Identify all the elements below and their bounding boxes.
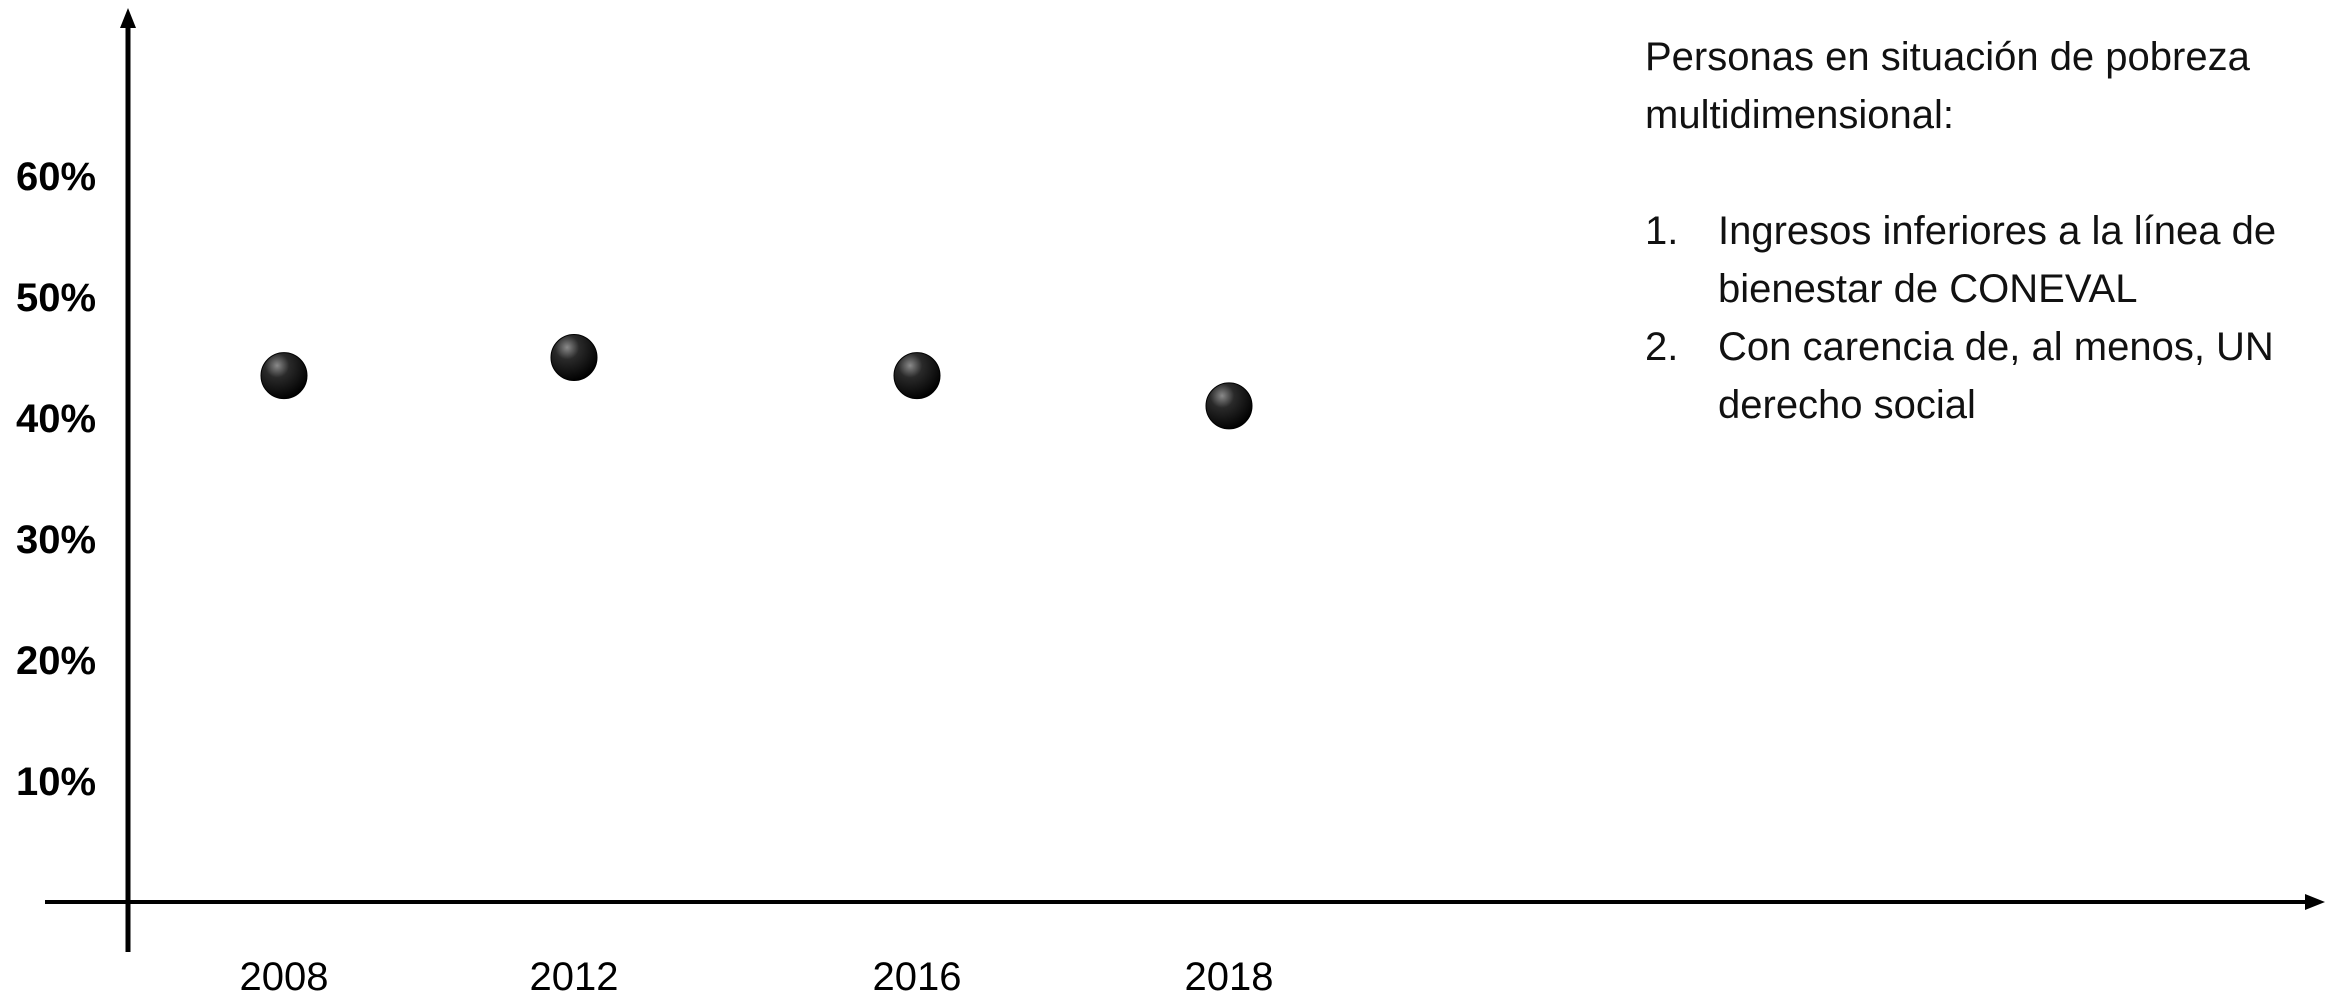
y-tick-label: 20% — [16, 639, 96, 683]
y-tick-label: 40% — [16, 397, 96, 441]
data-points — [260, 334, 1253, 430]
x-tick-label: 2012 — [530, 955, 619, 995]
data-point — [260, 352, 308, 400]
annotation-item-number: 1. — [1645, 209, 1679, 253]
y-axis-arrow — [120, 8, 136, 28]
data-point — [550, 334, 598, 381]
data-point — [1205, 382, 1253, 430]
x-tick-label: 2018 — [1185, 955, 1274, 995]
axes — [45, 8, 2325, 952]
y-tick-label: 50% — [16, 276, 96, 320]
annotation-list: 1. Ingresos inferiores a la línea de bie… — [1645, 202, 2295, 434]
annotation-item-text: Con carencia de, al menos, UN derecho so… — [1718, 325, 2274, 427]
annotation-item-2: 2. Con carencia de, al menos, UN derecho… — [1645, 318, 2295, 434]
y-tick-label: 60% — [16, 155, 96, 199]
y-tick-label: 10% — [16, 760, 96, 804]
annotation-item-1: 1. Ingresos inferiores a la línea de bie… — [1645, 202, 2295, 318]
annotation-heading: Personas en situación de pobreza multidi… — [1645, 35, 2250, 137]
chart-annotation: Personas en situación de pobreza multidi… — [1645, 28, 2295, 434]
x-tick-label: 2016 — [873, 955, 962, 995]
annotation-item-text: Ingresos inferiores a la línea de bienes… — [1718, 209, 2277, 311]
x-tick-label: 2008 — [240, 955, 329, 995]
data-point — [893, 352, 941, 400]
y-tick-label: 30% — [16, 518, 96, 562]
annotation-item-number: 2. — [1645, 325, 1679, 369]
tick-labels: 10% 20% 30% 40% 50% 60% 2008 2012 2016 2018 — [16, 155, 1273, 995]
x-axis-arrow — [2305, 894, 2325, 910]
